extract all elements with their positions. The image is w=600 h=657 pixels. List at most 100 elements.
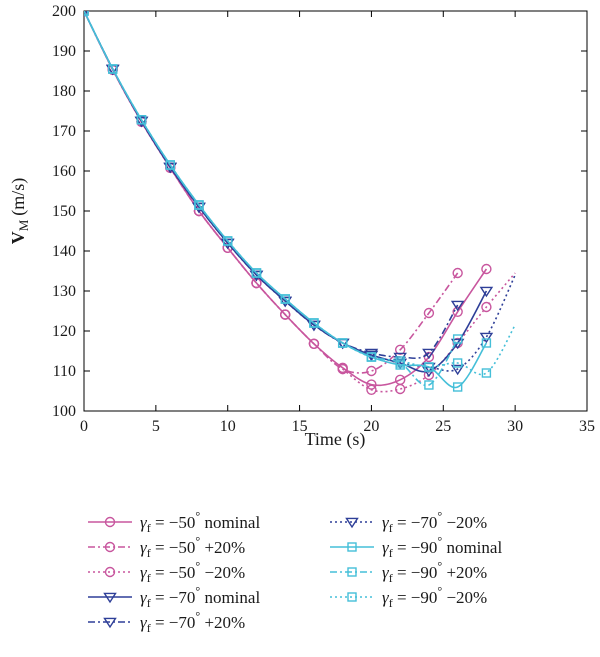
legend-label: γf = −70° nominal [140,584,260,610]
legend-label: γf = −90° +20% [382,559,487,585]
legend-label-suffix: −20% [442,588,487,607]
data-point [452,267,463,279]
legend-label-deg: ° [195,534,200,548]
series-line [84,11,516,376]
y-tick-label: 130 [52,283,76,300]
legend-label-deg: ° [437,509,442,523]
legend-label-sub: f [147,571,151,585]
legend-marker [103,617,117,629]
x-axis-title: Time (s) [305,429,366,450]
series-1 [84,11,492,390]
series-line [84,11,459,360]
y-tick-label: 180 [52,83,76,100]
legend-label-suffix: nominal [200,513,260,532]
y-tick-label: 170 [52,123,76,140]
series-line [84,11,459,387]
y-tick-label: 100 [52,403,76,420]
data-point [452,358,463,368]
legend-marker [104,516,116,528]
legend-label-suffix: +20% [200,538,245,557]
legend-label-eq: = −90 [393,563,438,582]
data-point [423,307,435,319]
data-point [424,362,434,372]
data-point [366,384,377,395]
legend-marker [345,517,359,529]
series-9 [84,11,516,378]
data-point [452,334,463,344]
legend-label-sub: f [147,621,151,635]
data-point [395,356,405,366]
legend-label: γf = −90° −20% [382,584,487,610]
data-point [366,352,377,362]
legend-item-2: γf = −50° +20% [88,534,245,560]
legend-label-deg: ° [437,559,442,573]
data-point [280,294,290,304]
x-tick-label: 5 [152,418,160,435]
legend-label-suffix: +20% [200,613,245,632]
legend-marker [104,566,116,578]
legend-label-sub: f [147,546,151,560]
legend-label-symbol: γ [382,538,390,557]
legend-item-4: γf = −70° nominal [88,584,260,610]
legend-label: γf = −50° −20% [140,559,245,585]
legend-label-suffix: −20% [200,563,245,582]
legend-label-sub: f [389,571,393,585]
legend-label: γf = −50° +20% [140,534,245,560]
legend-label-sub: f [147,596,151,610]
series-3 [84,11,516,395]
legend-label-deg: ° [437,534,442,548]
legend-label: γf = −70° −20% [382,509,487,535]
data-point [422,348,436,360]
data-point [481,263,492,275]
x-tick-label: 25 [435,418,451,435]
legend-label-sub: f [389,546,393,560]
legend-label-eq: = −70 [151,613,196,632]
data-point [481,301,492,313]
legend-item-7: γf = −90° nominal [330,534,502,560]
data-point [108,64,118,74]
legend-marker [347,567,357,577]
y-tick-label: 150 [52,203,76,220]
legend-label-sub: f [389,596,393,610]
legend-label-symbol: γ [382,563,390,582]
data-point [337,338,348,348]
y-tick-label: 120 [52,323,76,340]
y-tick-label: 190 [52,43,76,60]
y-axis-ticks: 100 110 120 130 140 150 160 170 180 190 200 [52,3,587,420]
legend-label-symbol: γ [382,513,390,532]
legend-item-9: γf = −90° −20% [330,584,487,610]
x-axis-ticks: 0 5 10 15 20 25 30 35 [80,11,595,435]
plot-area-frame [83,10,588,412]
legend-marker [104,541,116,553]
legend-label-sub: f [147,521,151,535]
legend-label-symbol: γ [140,563,148,582]
legend-label-eq: = −90 [393,538,438,557]
legend-label-symbol: γ [382,588,390,607]
data-point [479,332,494,344]
x-tick-label: 30 [507,418,523,435]
series-4 [84,11,494,378]
legend-label: γf = −70° +20% [140,609,245,635]
legend-item-8: γf = −90° +20% [330,559,487,585]
series-line [84,11,488,389]
y-axis-title-main: V [8,231,28,244]
data-point [479,286,494,298]
legend-label-deg: ° [195,509,200,523]
series-line [84,11,516,393]
x-tick-label: 0 [80,418,88,435]
legend-label-suffix: nominal [200,588,260,607]
legend-label-suffix: +20% [442,563,487,582]
legend-label-deg: ° [195,584,200,598]
data-point [165,160,175,170]
legend-label-eq: = −50 [151,538,196,557]
data-point [280,309,291,320]
data-point [394,344,406,355]
series-line [84,11,459,374]
legend-marker [103,592,117,604]
data-point [481,368,492,378]
legend-label-deg: ° [195,609,200,623]
x-tick-label: 15 [292,418,308,435]
legend-label-eq: = −70 [151,588,196,607]
data-point [450,364,465,376]
